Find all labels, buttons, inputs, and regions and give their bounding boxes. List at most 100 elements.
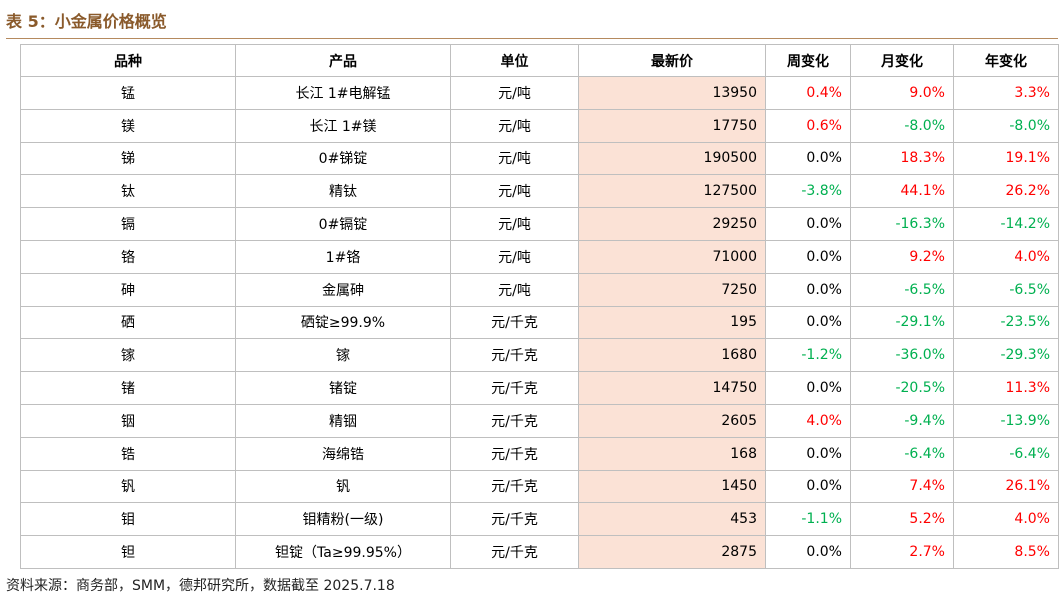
text-cell: 元/吨 [450, 207, 579, 241]
price-cell: 14750 [578, 371, 766, 405]
table-body: 锰长江 1#电解锰 元/吨 13950 0.4% 9.0% 3.3% 镁长江 1#镁 元/吨 1… [20, 76, 1059, 569]
price-cell: 190500 [578, 141, 766, 176]
table-row: 镁长江 1#镁 元/吨 17750 0.6% -8.0% -8.0% [20, 108, 1059, 143]
text-cell: 铬 [20, 239, 236, 274]
text-cell: 元/千克 [450, 403, 579, 438]
change-cell: 9.2% [850, 239, 954, 274]
table-row: 镉 0#镉锭 元/吨 29250 0.0% -16.3% -14.2% [20, 207, 1059, 241]
text-cell: 钒 [20, 469, 236, 504]
text-cell: 钼 [20, 502, 236, 537]
change-cell: 2.7% [850, 535, 954, 569]
text-cell: 镉 [20, 207, 236, 241]
price-cell: 127500 [578, 174, 766, 209]
change-cell: 0.0% [765, 535, 851, 569]
table-row: 锆海绵锆 元/千克 168 0.0% -6.4% -6.4% [20, 436, 1059, 471]
text-cell: 元/吨 [450, 174, 579, 209]
price-cell: 13950 [578, 76, 766, 110]
text-cell: 锰 [20, 76, 236, 110]
header-row: 品种 产品 单位 最新价 周变化 月变化 年变化 [20, 44, 1059, 77]
change-cell: -1.2% [765, 338, 851, 373]
text-cell: 硒锭≥99.9% [235, 305, 451, 340]
text-cell: 元/千克 [450, 436, 579, 471]
text-cell: 钛 [20, 174, 236, 209]
text-cell: 硒 [20, 305, 236, 340]
text-cell: 精铟 [235, 403, 451, 438]
price-cell: 71000 [578, 239, 766, 274]
text-cell: 镓 [235, 338, 451, 373]
text-cell: 元/吨 [450, 239, 579, 274]
table-row: 镓镓元/千克 1680 -1.2% -36.0% -29.3% [20, 338, 1059, 373]
change-cell: 0.0% [765, 469, 851, 504]
price-cell: 2605 [578, 403, 766, 438]
change-cell: -6.5% [953, 272, 1059, 307]
change-cell: 7.4% [850, 469, 954, 504]
change-cell: -29.3% [953, 338, 1059, 373]
price-cell: 7250 [578, 272, 766, 307]
change-cell: 4.0% [765, 403, 851, 438]
text-cell: 精钛 [235, 174, 451, 209]
text-cell: 钽锭（Ta≥99.95%） [235, 535, 451, 569]
price-cell: 17750 [578, 108, 766, 143]
text-cell: 钼精粉(一级) [235, 502, 451, 537]
change-cell: 26.2% [953, 174, 1059, 209]
change-cell: -29.1% [850, 305, 954, 340]
change-cell: 3.3% [953, 76, 1059, 110]
table-row: 钒钒元/千克 1450 0.0% 7.4% 26.1% [20, 469, 1059, 504]
change-cell: -6.5% [850, 272, 954, 307]
text-cell: 锗 [20, 371, 236, 405]
change-cell: -16.3% [850, 207, 954, 241]
change-cell: -3.8% [765, 174, 851, 209]
change-cell: 5.2% [850, 502, 954, 537]
change-cell: -8.0% [953, 108, 1059, 143]
text-cell: 元/千克 [450, 535, 579, 569]
change-cell: -36.0% [850, 338, 954, 373]
change-cell: 44.1% [850, 174, 954, 209]
change-cell: -20.5% [850, 371, 954, 405]
text-cell: 元/千克 [450, 305, 579, 340]
change-cell: 0.0% [765, 371, 851, 405]
text-cell: 元/千克 [450, 371, 579, 405]
change-cell: -6.4% [953, 436, 1059, 471]
table-row: 钛精钛 元/吨 127500 -3.8% 44.1% 26.2% [20, 174, 1059, 209]
text-cell: 金属砷 [235, 272, 451, 307]
price-cell: 2875 [578, 535, 766, 569]
price-table: 品种 产品 单位 最新价 周变化 月变化 年变化 锰长江 1#电解锰 元/吨 13950 0.4%… [20, 44, 1059, 569]
text-cell: 锆 [20, 436, 236, 471]
change-cell: 0.0% [765, 272, 851, 307]
change-cell: 0.6% [765, 108, 851, 143]
text-cell: 钽 [20, 535, 236, 569]
table-row: 铬 1#铬 元/吨 71000 0.0% 9.2% 4.0% [20, 239, 1059, 274]
table-row: 砷金属砷 元/吨 7250 0.0% -6.5% -6.5% [20, 272, 1059, 307]
price-cell: 195 [578, 305, 766, 340]
change-cell: 4.0% [953, 502, 1059, 537]
change-cell: 0.0% [765, 436, 851, 471]
change-cell: 0.0% [765, 141, 851, 176]
text-cell: 锗锭 [235, 371, 451, 405]
text-cell: 镓 [20, 338, 236, 373]
column-header: 月变化 [850, 44, 954, 77]
text-cell: 1#铬 [235, 239, 451, 274]
text-cell: 元/千克 [450, 502, 579, 537]
price-cell: 1450 [578, 469, 766, 504]
change-cell: -6.4% [850, 436, 954, 471]
text-cell: 锑 [20, 141, 236, 176]
text-cell: 镁 [20, 108, 236, 143]
text-cell: 海绵锆 [235, 436, 451, 471]
change-cell: 0.4% [765, 76, 851, 110]
column-header: 品种 [20, 44, 236, 77]
column-header: 单位 [450, 44, 579, 77]
table-row: 钼钼精粉(一级) 元/千克 453 -1.1% 5.2% 4.0% [20, 502, 1059, 537]
column-header: 产品 [235, 44, 451, 77]
text-cell: 元/吨 [450, 272, 579, 307]
change-cell: -13.9% [953, 403, 1059, 438]
text-cell: 元/千克 [450, 469, 579, 504]
change-cell: 0.0% [765, 305, 851, 340]
change-cell: 0.0% [765, 239, 851, 274]
table-row: 锑 0#锑锭 元/吨 190500 0.0% 18.3% 19.1% [20, 141, 1059, 176]
text-cell: 0#锑锭 [235, 141, 451, 176]
text-cell: 铟 [20, 403, 236, 438]
price-cell: 29250 [578, 207, 766, 241]
change-cell: 0.0% [765, 207, 851, 241]
change-cell: 26.1% [953, 469, 1059, 504]
column-header: 年变化 [953, 44, 1059, 77]
